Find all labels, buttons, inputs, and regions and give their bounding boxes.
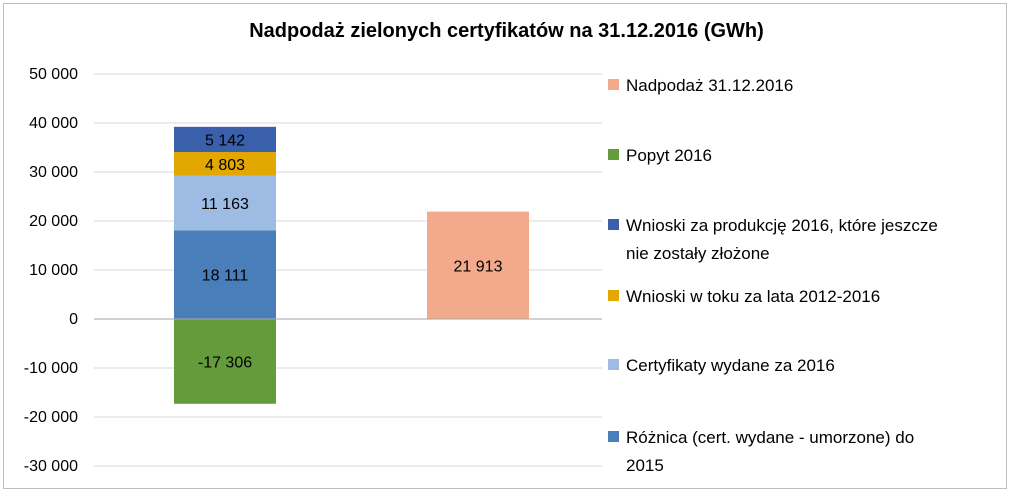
y-tick-label: 0 <box>69 311 78 328</box>
legend-swatch <box>608 359 619 370</box>
y-tick-label: 30 000 <box>29 164 78 181</box>
y-tick-label: 20 000 <box>29 213 78 230</box>
data-label: 11 163 <box>201 196 249 213</box>
y-tick-label: -10 000 <box>24 360 78 377</box>
legend-label: Wnioski w toku za lata 2012-2016 <box>626 287 880 306</box>
data-label: -17 306 <box>198 354 252 371</box>
legend-swatch <box>608 219 619 230</box>
bar-segment <box>174 175 276 231</box>
bar-segment <box>174 319 276 404</box>
y-tick-label: 50 000 <box>29 66 78 83</box>
data-label: 4 803 <box>205 157 245 174</box>
legend-label: Wnioski za produkcję 2016, które jeszcze <box>626 216 938 235</box>
legend-swatch <box>608 290 619 301</box>
legend-label: nie zostały złożone <box>626 244 770 263</box>
y-tick-label: -20 000 <box>24 409 78 426</box>
bar-segment <box>174 126 276 153</box>
legend-label: Różnica (cert. wydane - umorzone) do <box>626 428 914 447</box>
bar-segment <box>174 152 276 176</box>
bar-segment <box>427 211 529 319</box>
legend-label: Popyt 2016 <box>626 146 712 165</box>
y-tick-label: 40 000 <box>29 115 78 132</box>
data-label: 21 913 <box>454 258 503 275</box>
data-label: 18 111 <box>202 268 249 285</box>
legend-label: Certyfikaty wydane za 2016 <box>626 356 835 375</box>
chart-title: Nadpodaż zielonych certyfikatów na 31.12… <box>249 20 764 42</box>
legend-swatch <box>608 149 619 160</box>
y-tick-label: -30 000 <box>24 458 78 475</box>
y-tick-label: 10 000 <box>29 262 78 279</box>
bar-segment <box>174 230 276 319</box>
legend-label: 2015 <box>626 456 664 475</box>
legend-swatch <box>608 431 619 442</box>
legend-label: Nadpodaż 31.12.2016 <box>626 76 793 95</box>
data-label: 5 142 <box>205 132 245 149</box>
legend-swatch <box>608 79 619 90</box>
